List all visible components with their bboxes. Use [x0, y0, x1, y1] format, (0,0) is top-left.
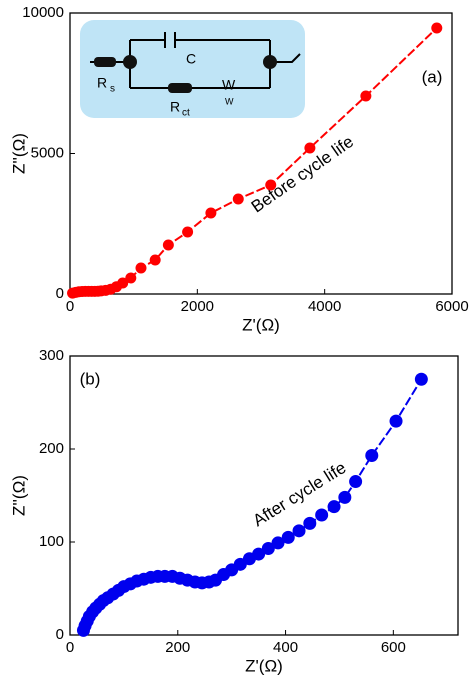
annotation: Before cycle life: [248, 132, 357, 216]
annotation: (b): [80, 369, 101, 388]
data-point: [327, 500, 341, 514]
data-point: [303, 516, 317, 530]
data-point: [338, 490, 352, 504]
data-point: [232, 193, 244, 205]
y-tick-label: 5000: [31, 144, 64, 161]
y-axis-label: Z''(Ω): [9, 133, 28, 174]
node: [263, 55, 277, 69]
inset-label: C: [186, 51, 196, 67]
data-point: [182, 226, 194, 238]
x-tick-label: 6000: [435, 298, 468, 315]
y-tick-label: 200: [39, 440, 64, 457]
annotation: (a): [422, 67, 443, 86]
inset-label: R: [170, 99, 180, 115]
data-point: [431, 22, 443, 34]
data-point: [304, 142, 316, 154]
resistor-rs: [94, 57, 116, 67]
data-point: [252, 547, 266, 561]
data-point: [261, 542, 275, 556]
x-tick-label: 2000: [181, 298, 214, 315]
x-tick-label: 600: [381, 639, 406, 656]
y-tick-label: 10000: [22, 4, 64, 21]
data-point: [315, 508, 329, 522]
y-tick-label: 0: [56, 626, 64, 643]
inset-background: [80, 20, 305, 118]
data-point: [125, 272, 137, 284]
data-point: [281, 530, 295, 544]
data-point: [365, 449, 379, 463]
x-axis-label: Z'(Ω): [245, 656, 283, 675]
y-tick-label: 0: [56, 285, 64, 302]
data-point: [414, 372, 428, 386]
data-point: [360, 90, 372, 102]
data-point: [265, 179, 277, 191]
data-point: [292, 524, 306, 538]
resistor-rct: [168, 83, 192, 93]
data-point: [389, 414, 403, 428]
circuit-inset: C R s R ct W W: [80, 20, 305, 119]
x-tick-label: 400: [273, 639, 298, 656]
data-point: [162, 239, 174, 251]
y-tick-label: 300: [39, 347, 64, 364]
data-point: [135, 262, 147, 274]
data-point: [149, 254, 161, 266]
data-point: [205, 207, 217, 219]
x-axis-label: Z'(Ω): [242, 315, 280, 334]
data-point: [271, 536, 285, 550]
plot-frame: [69, 355, 459, 636]
x-tick-label: 0: [66, 298, 74, 315]
x-tick-label: 200: [165, 639, 190, 656]
data-point: [349, 475, 363, 489]
inset-label: R: [97, 75, 107, 91]
x-tick-label: 4000: [308, 298, 341, 315]
y-tick-label: 100: [39, 533, 64, 550]
data-point: [117, 277, 129, 289]
inset-label: ct: [182, 108, 190, 119]
inset-label: s: [110, 84, 115, 95]
inset-label: W: [222, 77, 236, 93]
node: [123, 55, 137, 69]
inset-label: W: [225, 96, 234, 106]
x-tick-label: 0: [66, 639, 74, 656]
series-line: [82, 378, 423, 631]
y-axis-label: Z''(Ω): [9, 475, 28, 516]
annotation: After cycle life: [250, 458, 350, 530]
